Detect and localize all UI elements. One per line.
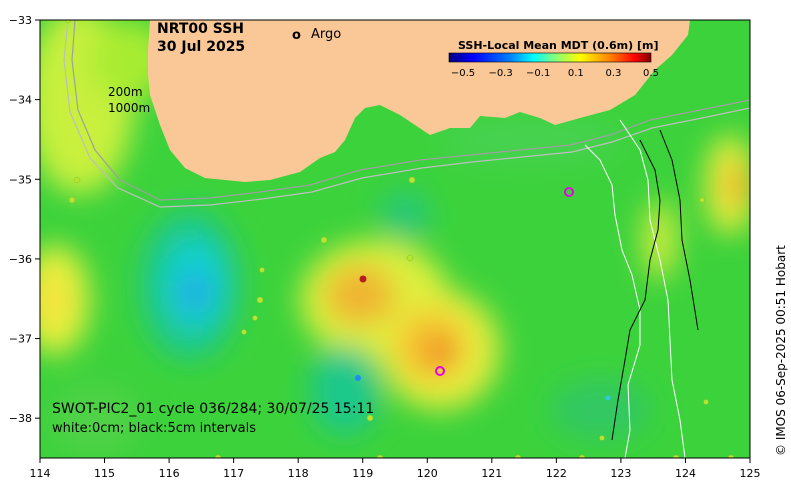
map-title-product: NRT00 SSH [157,21,244,37]
colorbar-tick-label: 0.3 [605,68,621,79]
argo-float-marker [564,187,574,197]
colorbar-tick-label: 0.5 [643,68,659,79]
y-tick-label: −36 [9,253,32,266]
observation-dot-warm [359,275,367,283]
swot-contour-0cm [584,144,641,458]
imos-credit: © IMOS 06-Sep-2025 00:51 Hobart [774,245,788,456]
y-tick-label: −33 [9,14,32,27]
colorbar-tick-label: −0.3 [488,68,512,79]
x-tick-label: 116 [159,467,180,480]
observation-dots [64,20,735,458]
depth-label-1000m: 1000m [108,101,150,115]
contour-200m [71,20,750,201]
colorbar-ticks: −0.5 −0.3 −0.1 0.1 0.3 0.5 [451,68,659,79]
x-tick-label: 123 [610,467,631,480]
contour-1000m [63,20,750,208]
axis-ticks: 114 115 116 117 118 119 120 121 122 123 124 125 −33 −… [9,14,761,480]
swot-info-line1: SWOT-PIC2_01 cycle 036/284; 30/07/25 15:… [52,401,374,417]
argo-float-marker [435,366,445,376]
x-tick-label: 119 [352,467,373,480]
y-tick-label: −37 [9,333,32,346]
observation-dot-cool [355,375,361,381]
y-tick-label: −35 [9,173,32,186]
depth-label-200m: 200m [108,85,143,99]
x-tick-label: 115 [94,467,115,480]
ssh-anomalies [40,20,750,455]
colorbar-tick-label: −0.5 [451,68,475,79]
map-title-date: 30 Jul 2025 [157,39,245,55]
swot-contour-0cm-2 [619,119,686,458]
x-tick-label: 121 [481,467,502,480]
x-tick-label: 117 [223,467,244,480]
x-tick-label: 125 [740,467,761,480]
x-tick-label: 122 [546,467,567,480]
plot-frame [39,19,751,459]
ssh-field [40,20,750,458]
observation-dot-cool-2 [605,395,611,401]
x-tick-label: 120 [417,467,438,480]
colorbar-title: SSH-Local Mean MDT (0.6m) [m] [458,39,658,52]
y-tick-label: −34 [9,94,32,107]
argo-legend-symbol: o [292,28,301,43]
y-tick-label: −38 [9,412,32,425]
swot-swath-contours [584,119,699,458]
colorbar-tick-label: −0.1 [526,68,550,79]
swot-info-line2: white:0cm; black:5cm intervals [52,421,256,436]
colorbar-tick-label: 0.1 [568,68,584,79]
x-tick-label: 118 [288,467,309,480]
argo-legend-label: Argo [311,27,341,42]
swot-contour-5cm-2 [659,129,699,331]
x-tick-label: 124 [675,467,696,480]
x-tick-label: 114 [30,467,51,480]
swot-contour-5cm [611,139,661,441]
colorbar [448,52,652,63]
